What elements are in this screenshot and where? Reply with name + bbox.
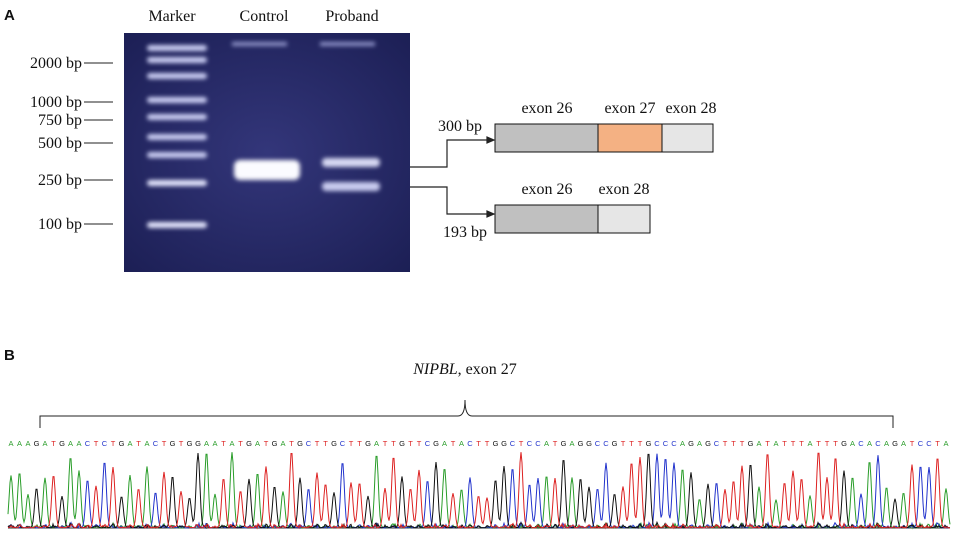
lane-label: Control — [240, 8, 289, 25]
arrows — [410, 136, 496, 218]
marker-label: 250 bp — [38, 172, 82, 189]
exon-label: exon 28 — [598, 181, 649, 198]
trace — [7, 452, 951, 530]
marker-label: 2000 bp — [30, 55, 82, 72]
brace — [39, 399, 894, 428]
trace — [7, 452, 951, 530]
gene-name: NIPBL — [412, 361, 458, 378]
marker-label: 100 bp — [38, 216, 82, 233]
region: , exon 27 — [458, 361, 517, 378]
trace — [7, 452, 951, 530]
panel-label: B — [4, 347, 15, 364]
exon-label: exon 26 — [521, 100, 572, 117]
exon-label: exon 27 — [604, 100, 655, 117]
marker-label: 1000 bp — [30, 94, 82, 111]
bands — [147, 42, 380, 228]
size-label: 300 bp — [438, 118, 482, 135]
panel-label: A — [4, 7, 15, 24]
exon-label: exon 26 — [521, 181, 572, 198]
marker-label: 500 bp — [38, 135, 82, 152]
lane-label: Proband — [325, 8, 378, 25]
marker-label: 750 bp — [38, 112, 82, 129]
region-title: NIPBL, exon 27 — [412, 361, 517, 378]
size-label: 193 bp — [443, 224, 487, 241]
exon-label: exon 28 — [665, 100, 716, 117]
lane-label: Marker — [148, 8, 196, 25]
exon-boxes — [494, 123, 714, 234]
